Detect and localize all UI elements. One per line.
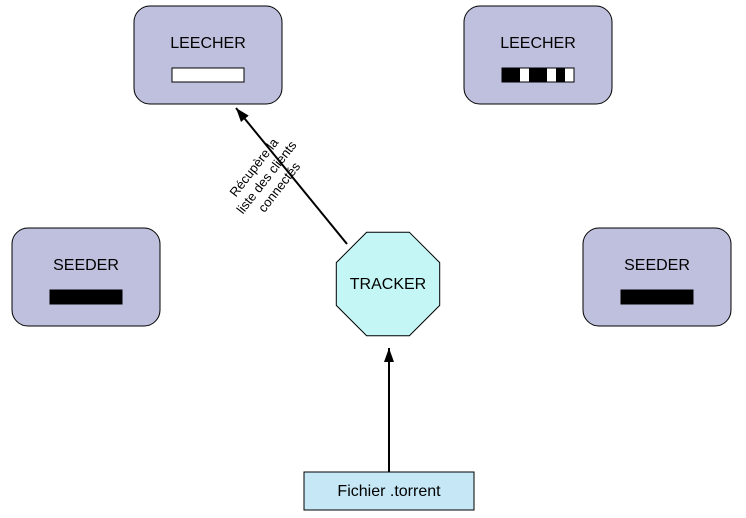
edge-label-tracker-to-leecher1: Récupère laliste des clientsconnectés xyxy=(221,128,313,227)
torrent-file-label: Fichier .torrent xyxy=(337,483,441,500)
seeder2-node: SEEDER xyxy=(583,228,731,326)
leecher1-node: LEECHER xyxy=(134,6,282,104)
torrent-file-node: Fichier .torrent xyxy=(304,472,474,510)
tracker-node: TRACKER xyxy=(336,232,439,335)
leecher2-label: LEECHER xyxy=(500,35,576,52)
leecher1-progress xyxy=(172,68,244,82)
seeder2-label: SEEDER xyxy=(624,257,690,274)
svg-text:Récupère laliste des clientsco: Récupère laliste des clientsconnectés xyxy=(221,128,313,227)
leecher2-node: LEECHER xyxy=(464,6,612,104)
leecher1-label: LEECHER xyxy=(170,35,246,52)
tracker-label: TRACKER xyxy=(350,276,426,293)
seeder1-node: SEEDER xyxy=(12,228,160,326)
seeder1-label: SEEDER xyxy=(53,257,119,274)
